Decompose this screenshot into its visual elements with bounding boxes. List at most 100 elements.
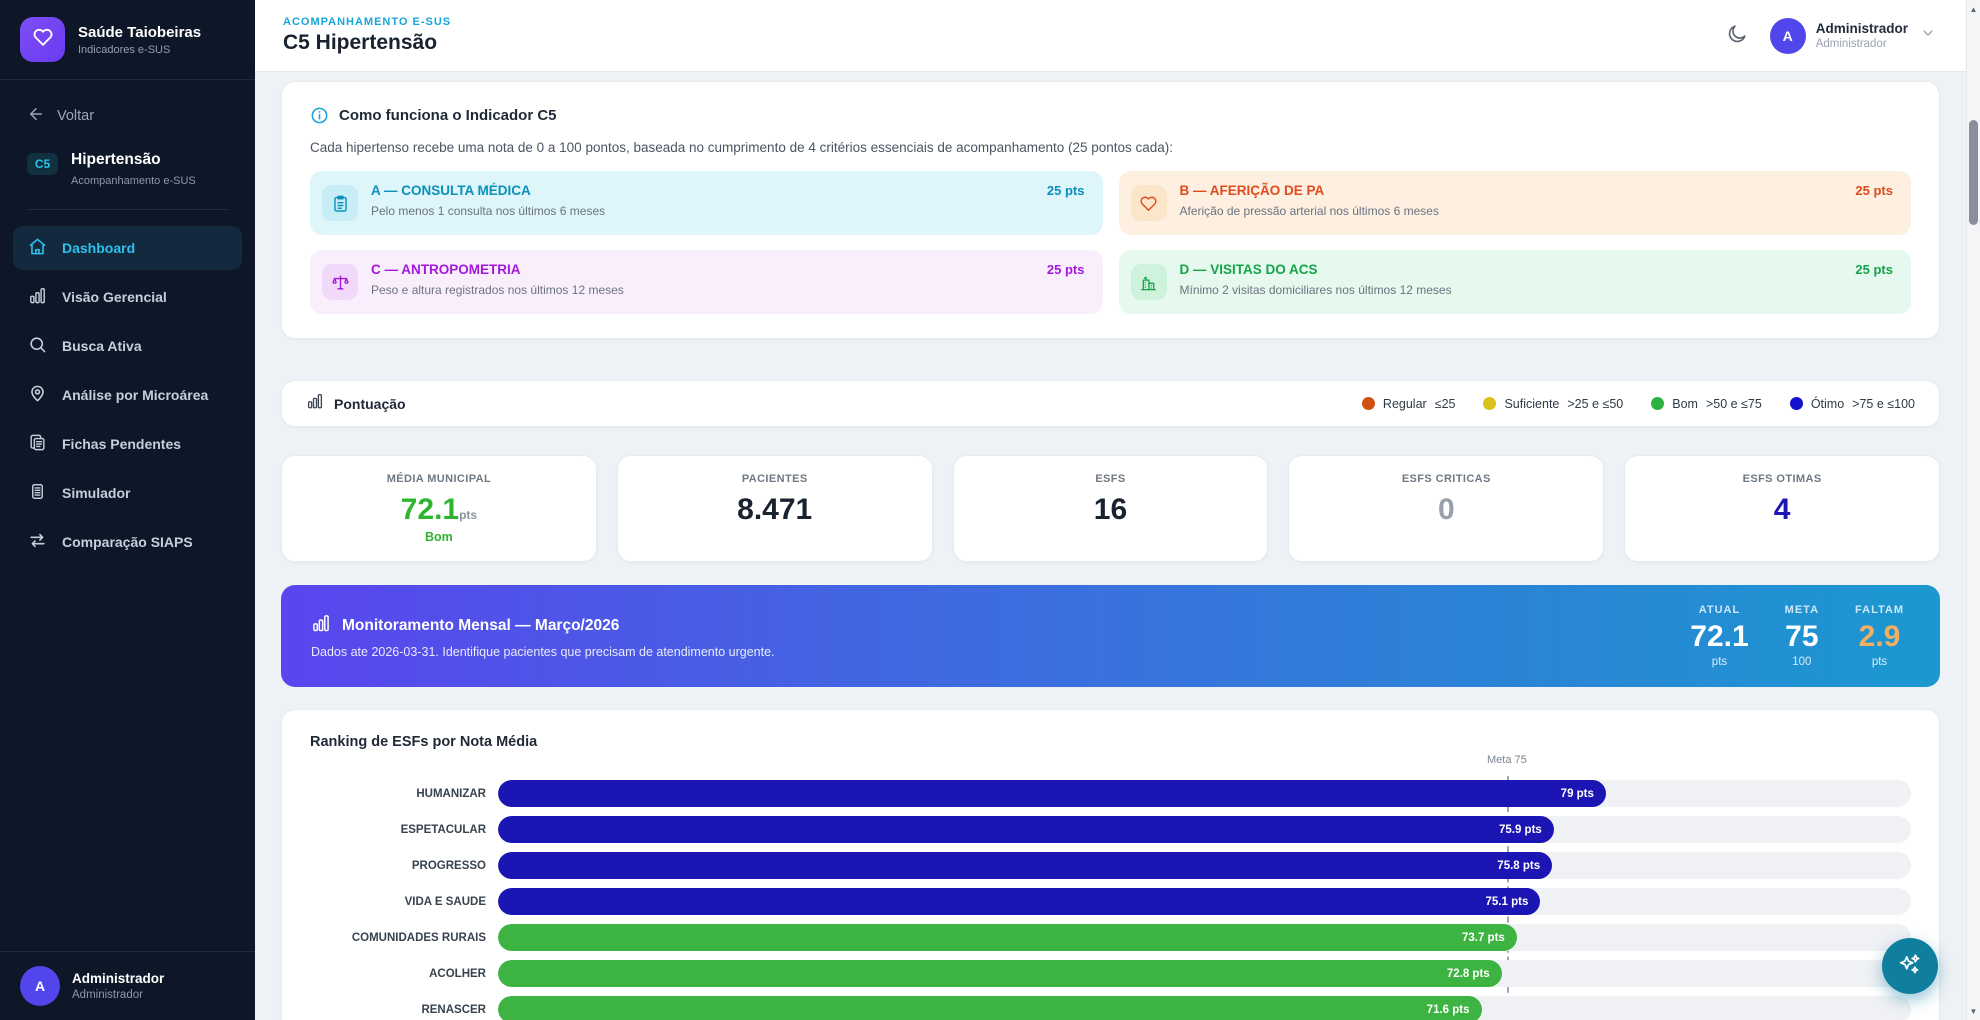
metric-meta: META 75 100	[1785, 604, 1819, 668]
chevron-down-icon	[1920, 25, 1936, 46]
score-legend-bar: Pontuação Regular≤25 Suficiente>25 e ≤50…	[281, 380, 1940, 427]
metric-faltam: FALTAM 2.9 pts	[1855, 604, 1904, 668]
scroll-up-arrow-icon[interactable]: ▲	[1967, 2, 1980, 16]
ranking-row: COMUNIDADES RURAIS 73.7 pts	[310, 924, 1911, 951]
sidebar-item-label: Visão Gerencial	[62, 289, 167, 305]
criterion-desc: Mínimo 2 visitas domiciliares nos último…	[1180, 283, 1894, 297]
bar-value-label: 75.1 pts	[1486, 896, 1529, 908]
legend-dot	[1483, 397, 1496, 410]
bar-fill: 75.1 pts	[498, 888, 1540, 915]
criterion-visitas-acs: D — VISITAS DO ACS 25 pts Mínimo 2 visit…	[1119, 250, 1912, 314]
sidebar-item-analise-microarea[interactable]: Análise por Microárea	[13, 373, 242, 417]
banner-title: Monitoramento Mensal — Março/2026	[342, 617, 619, 635]
scroll-down-arrow-icon[interactable]: ▼	[1967, 1004, 1980, 1018]
bar-track: 75.9 pts	[498, 816, 1911, 843]
bar-value-label: 75.8 pts	[1497, 860, 1540, 872]
brand-subtitle: Indicadores e-SUS	[78, 44, 201, 56]
sidebar-item-busca-ativa[interactable]: Busca Ativa	[13, 324, 242, 368]
program-subtitle: Acompanhamento e-SUS	[71, 175, 196, 187]
bar-fill: 75.8 pts	[498, 852, 1552, 879]
stat-value: 4	[1635, 493, 1929, 527]
legend-dot	[1651, 397, 1664, 410]
criterion-afericao-pa: B — AFERIÇÃO DE PA 25 pts Aferição de pr…	[1119, 171, 1912, 235]
score-legend: Regular≤25 Suficiente>25 e ≤50 Bom>50 e …	[1362, 397, 1915, 411]
brand: Saúde Taiobeiras Indicadores e-SUS	[0, 0, 255, 80]
sidebar-item-simulador[interactable]: Simulador	[13, 471, 242, 515]
ranking-row: RENASCER 71.6 pts	[310, 996, 1911, 1020]
sidebar-item-fichas-pendentes[interactable]: Fichas Pendentes	[13, 422, 242, 466]
stat-note: Bom	[292, 530, 586, 544]
bar-track: 79 pts	[498, 780, 1911, 807]
back-link[interactable]: Voltar	[0, 80, 255, 135]
bar-value-label: 72.8 pts	[1447, 968, 1490, 980]
bar-fill: 71.6 pts	[498, 996, 1482, 1020]
ranking-rows: HUMANIZAR 79 pts ESPETACULAR 75.9 pts PR…	[310, 780, 1911, 1020]
esf-name: PROGRESSO	[310, 860, 486, 872]
sidebar: Saúde Taiobeiras Indicadores e-SUS Volta…	[0, 0, 255, 1020]
map-pin-icon	[28, 384, 47, 406]
legend-item-regular: Regular≤25	[1362, 397, 1456, 411]
arrow-left-icon	[27, 105, 45, 127]
user-name: Administrador	[72, 971, 164, 986]
esf-name: ACOLHER	[310, 968, 486, 980]
sidebar-item-dashboard[interactable]: Dashboard	[13, 226, 242, 270]
breadcrumb: ACOMPANHAMENTO E-SUS	[283, 16, 451, 28]
indicator-info-card: Como funciona o Indicador C5 Cada hipert…	[281, 81, 1940, 339]
stat-label: ESFS	[964, 473, 1258, 485]
criterion-title: B — AFERIÇÃO DE PA	[1180, 183, 1325, 198]
stat-label: MÉDIA MUNICIPAL	[292, 473, 586, 485]
stat-media-municipal: MÉDIA MUNICIPAL 72.1pts Bom	[281, 455, 597, 562]
bar-chart-icon	[28, 286, 47, 308]
criteria-grid: A — CONSULTA MÉDICA 25 pts Pelo menos 1 …	[310, 171, 1911, 314]
esf-name: VIDA E SAUDE	[310, 896, 486, 908]
criterion-desc: Pelo menos 1 consulta nos últimos 6 mese…	[371, 204, 1085, 218]
stat-value: 0	[1299, 493, 1593, 527]
theme-toggle-button[interactable]	[1720, 19, 1754, 53]
sidebar-item-label: Simulador	[62, 485, 130, 501]
building-icon	[1131, 264, 1167, 300]
copy-icon	[28, 433, 47, 455]
swap-arrows-icon	[28, 531, 47, 553]
stat-label: ESFS CRITICAS	[1299, 473, 1593, 485]
sparkles-icon	[1897, 952, 1923, 981]
legend-item-otimo: Ótimo>75 e ≤100	[1790, 397, 1915, 411]
banner-metrics: ATUAL 72.1 pts META 75 100 FALTAM 2.9 pt…	[1690, 604, 1910, 668]
sidebar-item-label: Dashboard	[62, 240, 135, 256]
bar-fill: 75.9 pts	[498, 816, 1554, 843]
stat-esfs: ESFS 16	[953, 455, 1269, 562]
stat-value: 16	[964, 493, 1258, 527]
stat-value: 8.471	[628, 493, 922, 527]
assistant-fab-button[interactable]	[1882, 938, 1938, 994]
sidebar-user[interactable]: A Administrador Administrador	[0, 951, 255, 1020]
sidebar-item-label: Fichas Pendentes	[62, 436, 181, 452]
scrollbar[interactable]: ▲ ▼	[1966, 0, 1980, 1020]
criterion-points: 25 pts	[1047, 262, 1085, 277]
legend-dot	[1790, 397, 1803, 410]
bar-track: 73.7 pts	[498, 924, 1911, 951]
sidebar-item-visao-gerencial[interactable]: Visão Gerencial	[13, 275, 242, 319]
score-title: Pontuação	[334, 396, 406, 412]
bar-fill: 79 pts	[498, 780, 1606, 807]
criterion-consulta-medica: A — CONSULTA MÉDICA 25 pts Pelo menos 1 …	[310, 171, 1103, 235]
sidebar-nav: Dashboard Visão Gerencial Busca Ativa An…	[0, 218, 255, 572]
content: Como funciona o Indicador C5 Cada hipert…	[255, 72, 1980, 1020]
sidebar-item-label: Busca Ativa	[62, 338, 142, 354]
scrollbar-thumb[interactable]	[1969, 120, 1978, 225]
stat-esfs-criticas: ESFS CRITICAS 0	[1288, 455, 1604, 562]
bar-track: 71.6 pts	[498, 996, 1911, 1020]
stat-esfs-otimas: ESFS OTIMAS 4	[1624, 455, 1940, 562]
monthly-monitoring-banner: Monitoramento Mensal — Março/2026 Dados …	[281, 585, 1940, 687]
heart-icon	[32, 26, 54, 53]
avatar: A	[1770, 18, 1806, 54]
info-icon	[310, 106, 329, 125]
document-icon	[28, 482, 47, 504]
bar-track: 72.8 pts	[498, 960, 1911, 987]
sidebar-item-label: Comparação SIAPS	[62, 534, 193, 550]
criterion-antropometria: C — ANTROPOMETRIA 25 pts Peso e altura r…	[310, 250, 1103, 314]
bar-fill: 72.8 pts	[498, 960, 1502, 987]
user-menu[interactable]: A Administrador Administrador	[1770, 18, 1936, 54]
metric-atual: ATUAL 72.1 pts	[1690, 604, 1748, 668]
sidebar-divider	[27, 209, 228, 210]
sidebar-item-comparacao-siaps[interactable]: Comparação SIAPS	[13, 520, 242, 564]
user-role: Administrador	[1816, 38, 1908, 50]
